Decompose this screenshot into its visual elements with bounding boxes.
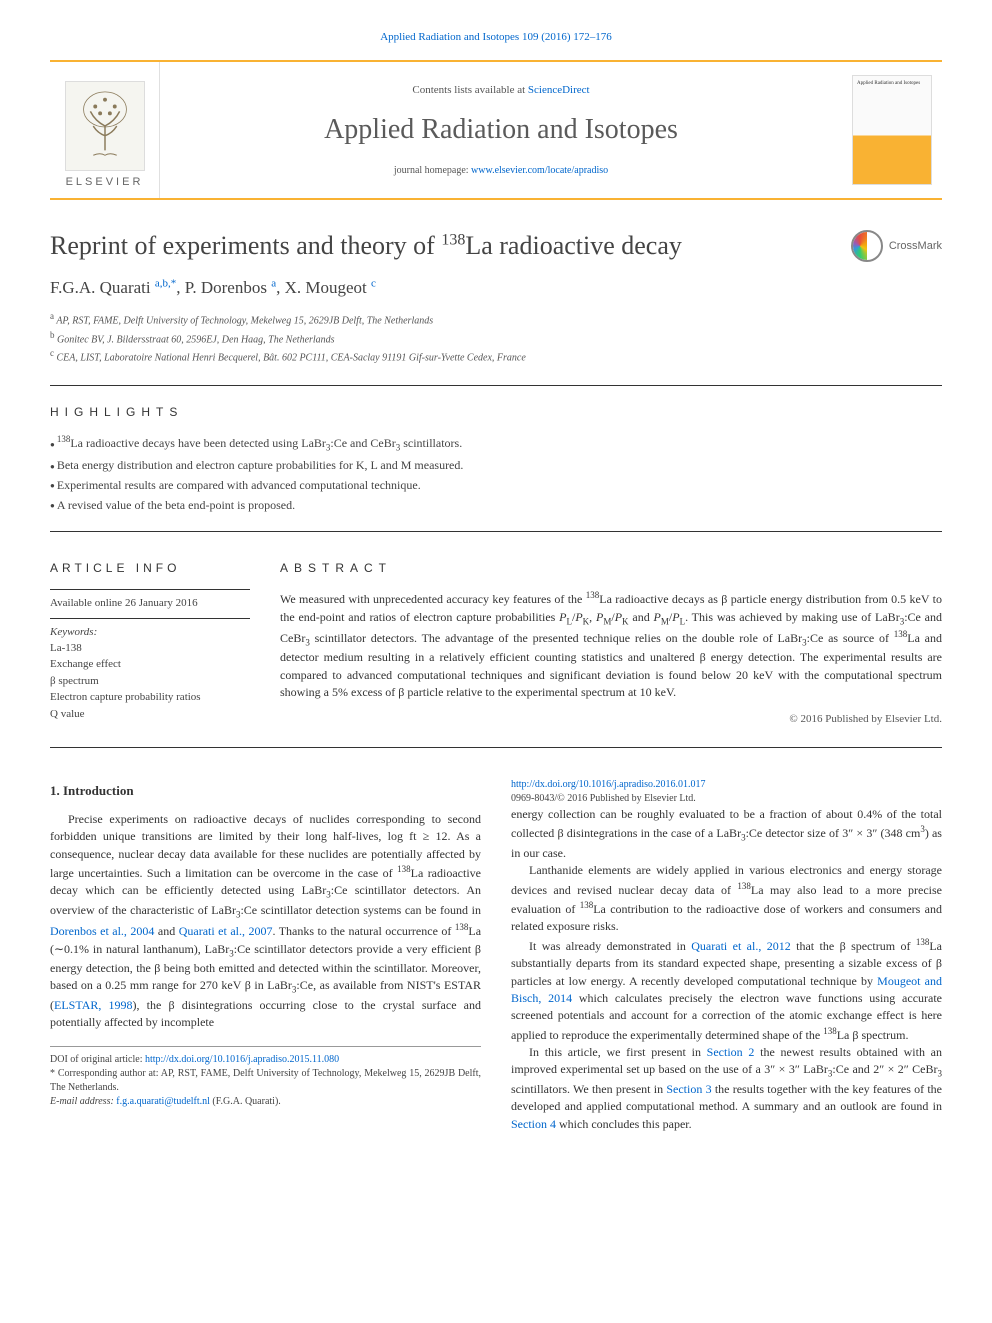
available-online: Available online 26 January 2016 bbox=[50, 596, 250, 611]
contents-available-line: Contents lists available at ScienceDirec… bbox=[412, 83, 589, 98]
doi-original: DOI of original article: http://dx.doi.o… bbox=[50, 1053, 481, 1067]
homepage-link[interactable]: www.elsevier.com/locate/apradiso bbox=[471, 165, 608, 176]
keywords-list: La-138Exchange effectβ spectrumElectron … bbox=[50, 640, 250, 723]
intro-p3: Lanthanide elements are widely applied i… bbox=[511, 862, 942, 936]
corresponding-author: * Corresponding author at: AP, RST, FAME… bbox=[50, 1067, 481, 1095]
cover-title-text: Applied Radiation and Isotopes bbox=[857, 80, 927, 87]
intro-p2: energy collection can be roughly evaluat… bbox=[511, 806, 942, 862]
abstract-heading: ABSTRACT bbox=[280, 560, 942, 577]
elsevier-wordmark: ELSEVIER bbox=[66, 175, 144, 190]
elsevier-tree-icon bbox=[65, 81, 145, 171]
list-item: La-138 bbox=[50, 640, 250, 657]
abstract-col: ABSTRACT We measured with unprecedented … bbox=[280, 542, 942, 727]
masthead-center: Contents lists available at ScienceDirec… bbox=[160, 62, 842, 198]
title-row: Reprint of experiments and theory of 138… bbox=[50, 230, 942, 262]
article-info-col: ARTICLE INFO Available online 26 January… bbox=[50, 542, 250, 727]
body-text: 1. Introduction Precise experiments on r… bbox=[50, 778, 942, 1133]
email-suffix: (F.G.A. Quarati). bbox=[210, 1096, 281, 1107]
divider bbox=[50, 385, 942, 386]
info-abstract-row: ARTICLE INFO Available online 26 January… bbox=[50, 542, 942, 727]
crossmark-badge[interactable]: CrossMark bbox=[851, 230, 942, 262]
homepage-line: journal homepage: www.elsevier.com/locat… bbox=[394, 164, 608, 178]
highlights-heading: HIGHLIGHTS bbox=[50, 404, 942, 421]
list-item: 138La radioactive decays have been detec… bbox=[50, 433, 942, 454]
email-label: E-mail address: bbox=[50, 1096, 116, 1107]
divider bbox=[50, 747, 942, 748]
list-item: Exchange effect bbox=[50, 656, 250, 673]
journal-name: Applied Radiation and Isotopes bbox=[324, 110, 678, 149]
list-item: Q value bbox=[50, 706, 250, 723]
doi-orig-link[interactable]: http://dx.doi.org/10.1016/j.apradiso.201… bbox=[145, 1054, 339, 1065]
footnotes: DOI of original article: http://dx.doi.o… bbox=[50, 1046, 481, 1109]
masthead: ELSEVIER Contents lists available at Sci… bbox=[50, 60, 942, 200]
article-info-heading: ARTICLE INFO bbox=[50, 560, 250, 577]
email-link[interactable]: f.g.a.quarati@tudelft.nl bbox=[116, 1096, 210, 1107]
divider bbox=[50, 531, 942, 532]
crossmark-label: CrossMark bbox=[889, 239, 942, 254]
journal-ref-link[interactable]: Applied Radiation and Isotopes 109 (2016… bbox=[380, 31, 612, 43]
doi-footer: http://dx.doi.org/10.1016/j.apradiso.201… bbox=[511, 778, 942, 806]
affiliations: a AP, RST, FAME, Delft University of Tec… bbox=[50, 310, 942, 365]
doi-link[interactable]: http://dx.doi.org/10.1016/j.apradiso.201… bbox=[511, 779, 706, 790]
sciencedirect-link[interactable]: ScienceDirect bbox=[528, 84, 590, 96]
list-item: Beta energy distribution and electron ca… bbox=[50, 457, 942, 474]
doi-orig-label: DOI of original article: bbox=[50, 1054, 145, 1065]
list-item: c CEA, LIST, Laboratoire National Henri … bbox=[50, 347, 942, 365]
email-line: E-mail address: f.g.a.quarati@tudelft.nl… bbox=[50, 1095, 481, 1109]
homepage-prefix: journal homepage: bbox=[394, 165, 471, 176]
intro-p5: In this article, we first present in Sec… bbox=[511, 1044, 942, 1133]
authors-line: F.G.A. Quarati a,b,*, P. Dorenbos a, X. … bbox=[50, 276, 942, 300]
list-item: β spectrum bbox=[50, 673, 250, 690]
list-item: b Gonitec BV, J. Bildersstraat 60, 2596E… bbox=[50, 329, 942, 347]
intro-p4: It was already demonstrated in Quarati e… bbox=[511, 936, 942, 1044]
abstract-text: We measured with unprecedented accuracy … bbox=[280, 589, 942, 701]
article-title: Reprint of experiments and theory of 138… bbox=[50, 230, 682, 261]
crossmark-icon bbox=[851, 230, 883, 262]
contents-prefix: Contents lists available at bbox=[412, 84, 527, 96]
highlights-list: 138La radioactive decays have been detec… bbox=[50, 433, 942, 513]
keywords-heading: Keywords: bbox=[50, 625, 250, 640]
list-item: Experimental results are compared with a… bbox=[50, 477, 942, 494]
list-item: A revised value of the beta end-point is… bbox=[50, 497, 942, 514]
journal-reference: Applied Radiation and Isotopes 109 (2016… bbox=[50, 30, 942, 45]
journal-cover-thumb[interactable]: Applied Radiation and Isotopes bbox=[842, 62, 942, 198]
elsevier-logo[interactable]: ELSEVIER bbox=[50, 62, 160, 198]
intro-p1: Precise experiments on radioactive decay… bbox=[50, 811, 481, 1032]
issn-line: 0969-8043/© 2016 Published by Elsevier L… bbox=[511, 793, 696, 804]
cover-image: Applied Radiation and Isotopes bbox=[852, 75, 932, 185]
highlights-section: HIGHLIGHTS 138La radioactive decays have… bbox=[50, 404, 942, 513]
list-item: a AP, RST, FAME, Delft University of Tec… bbox=[50, 310, 942, 328]
abstract-copyright: © 2016 Published by Elsevier Ltd. bbox=[280, 712, 942, 727]
list-item: Electron capture probability ratios bbox=[50, 689, 250, 706]
section-heading-intro: 1. Introduction bbox=[50, 782, 481, 801]
